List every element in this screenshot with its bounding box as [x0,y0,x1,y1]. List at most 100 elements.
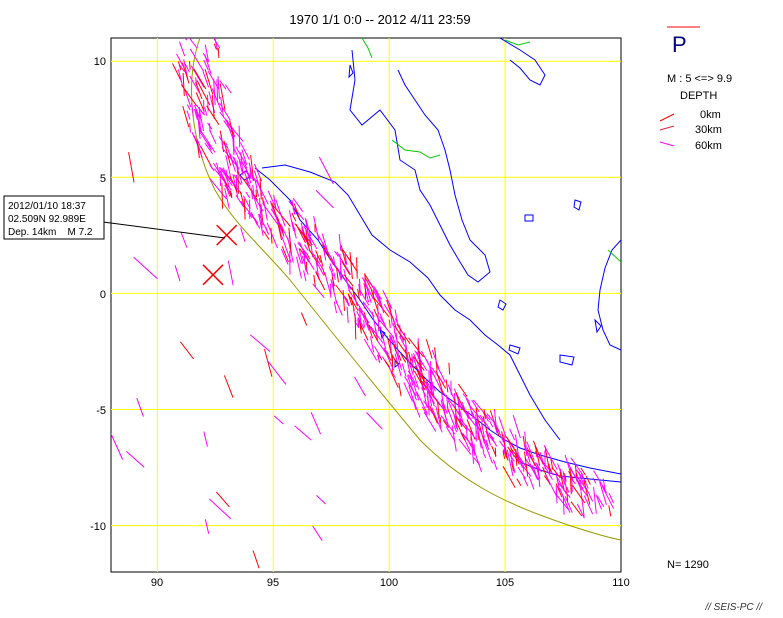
slip-vector [315,190,334,209]
trench-line [191,38,621,541]
slip-vector [224,188,230,209]
slip-vector [542,463,553,480]
x-tick-labels: 90 95 100 105 110 [151,577,630,589]
slip-vector [371,311,378,340]
slip-vector [291,212,297,222]
indochina-coastline [499,38,546,86]
slip-vector [221,183,223,209]
slip-vector [273,415,284,425]
slip-vector [384,359,391,368]
slip-vector [266,222,278,249]
slip-vector [292,197,304,212]
slip-vector [566,486,570,493]
slip-vector [189,48,204,72]
slip-vector [214,38,218,51]
slip-vector [239,142,250,160]
slip-vector [319,254,324,267]
slip-vector [264,348,273,377]
slip-vector [333,301,337,314]
y-tick-label: 10 [94,56,106,68]
y-tick-label: 0 [100,289,106,301]
slip-vector [343,274,354,287]
slip-vector [358,319,362,334]
slip-vector [489,420,494,428]
slip-vector [324,271,332,295]
slip-vector [176,53,184,67]
slip-vector [363,283,370,303]
slip-vector [458,438,472,455]
slip-vector [221,147,238,168]
slip-vector [208,129,217,144]
slip-vector [517,454,527,469]
slip-vector [204,44,209,62]
slip-vector [263,200,268,221]
slip-vector [373,297,390,318]
slip-vector [358,305,370,331]
slip-vector [593,486,597,514]
slip-vector [223,140,232,166]
slip-vector [608,492,614,504]
slip-vector [543,444,558,470]
slip-vector [383,304,393,317]
slip-vector [220,134,224,147]
slip-vector [471,411,481,432]
slip-vector [493,459,498,470]
slip-vector [502,449,509,461]
slip-vector [219,102,231,121]
slip-vector [189,61,191,70]
slip-vector [435,370,444,394]
slip-vector [220,96,224,118]
slip-vector [366,323,375,334]
slip-vector [223,375,234,398]
slip-vector [299,248,307,259]
legend-letter: P [672,32,687,57]
slip-vector [280,223,289,241]
slip-vector [366,412,383,430]
slip-vector [207,140,211,148]
slip-vector [309,234,314,258]
event-count: N= 1290 [667,559,709,571]
slip-vector [596,495,605,508]
slip-vector [294,425,312,441]
footer-credit: // SEIS-PC // [704,602,763,613]
slip-vector [217,76,220,99]
slip-vector [575,476,582,491]
x-tick-label: 90 [151,577,163,589]
slip-vector [221,168,232,181]
country-borders [361,38,621,263]
slip-vector [195,92,205,112]
slip-vector [281,246,289,263]
slip-vector [303,235,311,247]
slip-vector [559,488,571,513]
slip-vector [275,199,282,216]
slip-vector [485,431,492,446]
slip-vector [526,441,535,461]
slip-vector [224,172,243,195]
sumatra-northeast-coastline [261,164,561,441]
slip-vector [242,178,259,201]
slip-vector [523,443,531,463]
slip-vector [440,399,447,419]
slip-vector [400,353,407,363]
slip-vector [411,353,415,373]
slip-vector [197,112,201,140]
x-tick-label: 100 [380,577,398,589]
slip-vector [315,250,322,263]
legend: P M : 5 <=> 9.9 DEPTH 0km 30km 60km [659,26,732,152]
slip-vector [128,152,135,183]
slip-vector [368,324,378,342]
slip-vector [399,325,401,338]
slip-vector [204,69,214,95]
slip-vector [288,227,292,248]
slip-vector [478,428,490,451]
slip-vector [271,202,278,218]
slip-vector [486,413,495,424]
slip-vector [245,191,251,199]
slip-vector [420,387,427,397]
slip-vector [328,266,334,277]
slip-vector [434,397,444,409]
slip-vector [413,375,420,390]
slip-vector [333,272,336,280]
slip-vector [294,243,302,265]
slip-vector [583,479,591,505]
